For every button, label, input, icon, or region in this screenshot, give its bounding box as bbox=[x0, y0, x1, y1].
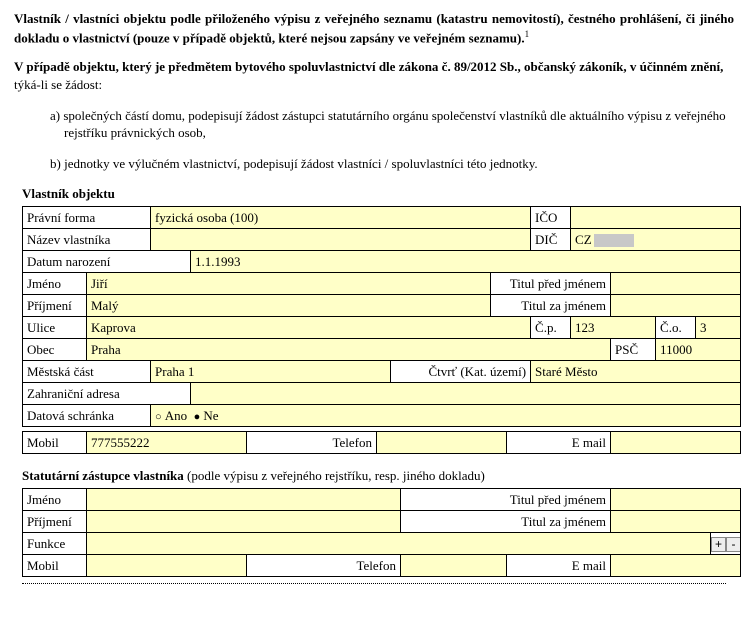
val-pravni-forma[interactable]: fyzická osoba (100) bbox=[151, 207, 531, 229]
val-titul-pred[interactable] bbox=[611, 273, 741, 295]
rep-val-funkce[interactable] bbox=[87, 533, 711, 555]
lbl-datova: Datová schránka bbox=[23, 405, 151, 427]
lbl-mestska-cast: Městská část bbox=[23, 361, 151, 383]
remove-button[interactable]: - bbox=[726, 537, 741, 552]
val-co[interactable]: 3 bbox=[696, 317, 741, 339]
lbl-ico: IČO bbox=[531, 207, 571, 229]
lbl-ulice: Ulice bbox=[23, 317, 87, 339]
lbl-titul-za: Titul za jménem bbox=[491, 295, 611, 317]
intro-item-b: b) jednotky ve výlučném vlastnictví, pod… bbox=[50, 155, 738, 173]
intro-paragraph-2: V případě objektu, který je předmětem by… bbox=[14, 58, 734, 93]
rep-plusminus-cell: +- bbox=[711, 533, 741, 555]
rep-lbl-mobil: Mobil bbox=[23, 555, 87, 577]
intro-bold: Vlastník / vlastníci objektu podle přilo… bbox=[14, 11, 734, 45]
val-ctvrt[interactable]: Staré Město bbox=[531, 361, 741, 383]
radio-ano-label: Ano bbox=[165, 408, 187, 423]
rep-val-email[interactable] bbox=[611, 555, 741, 577]
footnote-ref: 1 bbox=[525, 29, 530, 39]
rep-lbl-jmeno: Jméno bbox=[23, 489, 87, 511]
val-email[interactable] bbox=[611, 432, 741, 454]
val-cp[interactable]: 123 bbox=[571, 317, 656, 339]
dic-box bbox=[594, 234, 634, 247]
val-zahranicni[interactable] bbox=[191, 383, 741, 405]
lbl-datum-narozeni: Datum narození bbox=[23, 251, 191, 273]
intro-para2-rest: týká-li se žádost: bbox=[14, 77, 102, 92]
val-datova[interactable]: ○ Ano ● Ne bbox=[151, 405, 741, 427]
rep-val-prijmeni[interactable] bbox=[87, 511, 401, 533]
val-ico[interactable] bbox=[571, 207, 741, 229]
val-ulice[interactable]: Kaprova bbox=[87, 317, 531, 339]
lbl-pravni-forma: Právní forma bbox=[23, 207, 151, 229]
val-mobil[interactable]: 777555222 bbox=[87, 432, 247, 454]
lbl-titul-pred: Titul před jménem bbox=[491, 273, 611, 295]
lbl-dic: DIČ bbox=[531, 229, 571, 251]
rep-val-jmeno[interactable] bbox=[87, 489, 401, 511]
val-titul-za[interactable] bbox=[611, 295, 741, 317]
lbl-psc: PSČ bbox=[611, 339, 656, 361]
intro-item-a: a) společných částí domu, podepisují žád… bbox=[50, 107, 738, 142]
lbl-email: E mail bbox=[507, 432, 611, 454]
lbl-prijmeni: Příjmení bbox=[23, 295, 87, 317]
rep-lbl-funkce: Funkce bbox=[23, 533, 87, 555]
rep-val-titul-pred[interactable] bbox=[611, 489, 741, 511]
lbl-cp: Č.p. bbox=[531, 317, 571, 339]
val-datum-narozeni[interactable]: 1.1.1993 bbox=[191, 251, 741, 273]
val-dic[interactable]: CZ bbox=[571, 229, 741, 251]
val-nazev[interactable] bbox=[151, 229, 531, 251]
radio-ano-dot[interactable]: ○ bbox=[155, 411, 165, 423]
rep-table: Jméno Titul před jménem Příjmení Titul z… bbox=[22, 488, 741, 577]
val-prijmeni[interactable]: Malý bbox=[87, 295, 491, 317]
dotted-separator bbox=[22, 583, 726, 584]
owner-table: Právní forma fyzická osoba (100) IČO Náz… bbox=[22, 206, 741, 427]
rep-lbl-email: E mail bbox=[507, 555, 611, 577]
val-jmeno[interactable]: Jiří bbox=[87, 273, 491, 295]
lbl-co: Č.o. bbox=[656, 317, 696, 339]
lbl-ctvrt: Čtvrť (Kat. území) bbox=[391, 361, 531, 383]
lbl-telefon: Telefon bbox=[247, 432, 377, 454]
add-button[interactable]: + bbox=[711, 537, 726, 552]
radio-ne-dot[interactable]: ● bbox=[194, 411, 204, 423]
lbl-obec: Obec bbox=[23, 339, 87, 361]
rep-val-telefon[interactable] bbox=[401, 555, 507, 577]
intro-paragraph-1: Vlastník / vlastníci objektu podle přilo… bbox=[14, 10, 734, 46]
val-psc[interactable]: 11000 bbox=[656, 339, 741, 361]
rep-lbl-telefon: Telefon bbox=[247, 555, 401, 577]
rep-lbl-prijmeni: Příjmení bbox=[23, 511, 87, 533]
dic-prefix: CZ bbox=[575, 232, 592, 247]
val-obec[interactable]: Praha bbox=[87, 339, 611, 361]
rep-title-rest: (podle výpisu z veřejného rejstříku, res… bbox=[184, 468, 485, 483]
rep-section-title: Statutární zástupce vlastníka (podle výp… bbox=[22, 468, 734, 484]
owner-contact-table: Mobil 777555222 Telefon E mail bbox=[22, 431, 741, 454]
val-telefon[interactable] bbox=[377, 432, 507, 454]
rep-val-mobil[interactable] bbox=[87, 555, 247, 577]
rep-title-bold: Statutární zástupce vlastníka bbox=[22, 468, 184, 483]
val-mestska-cast[interactable]: Praha 1 bbox=[151, 361, 391, 383]
lbl-mobil: Mobil bbox=[23, 432, 87, 454]
rep-lbl-titul-za: Titul za jménem bbox=[401, 511, 611, 533]
radio-ne-label: Ne bbox=[203, 408, 218, 423]
lbl-nazev: Název vlastníka bbox=[23, 229, 151, 251]
rep-lbl-titul-pred: Titul před jménem bbox=[401, 489, 611, 511]
lbl-zahranicni: Zahraniční adresa bbox=[23, 383, 191, 405]
lbl-jmeno: Jméno bbox=[23, 273, 87, 295]
intro-para2-bold: V případě objektu, který je předmětem by… bbox=[14, 59, 723, 74]
rep-val-titul-za[interactable] bbox=[611, 511, 741, 533]
owner-section-title: Vlastník objektu bbox=[22, 186, 734, 202]
